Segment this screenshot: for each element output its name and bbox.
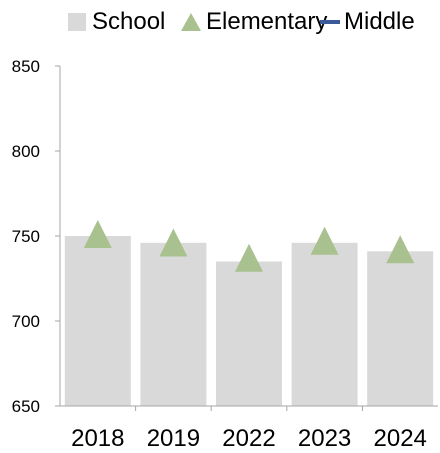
legend-label-school: School bbox=[92, 8, 166, 35]
marker-elementary bbox=[83, 220, 112, 248]
legend-label-middle: Middle bbox=[344, 8, 415, 35]
bar-school bbox=[64, 236, 131, 406]
x-tick-label: 2018 bbox=[71, 425, 124, 452]
marker-elementary bbox=[386, 235, 415, 264]
y-tick-label: 800 bbox=[12, 142, 40, 161]
y-tick-label: 650 bbox=[12, 397, 40, 416]
legend-swatch-school bbox=[68, 13, 86, 31]
chart-legend: School Elementary Middle bbox=[0, 8, 440, 38]
marker-elementary bbox=[159, 228, 188, 257]
bar-school bbox=[140, 242, 207, 406]
legend-line-middle bbox=[320, 20, 340, 24]
marker-elementary bbox=[310, 226, 339, 255]
bar-school bbox=[367, 251, 434, 406]
legend-item-middle: Middle bbox=[320, 8, 415, 36]
x-tick-label: 2022 bbox=[222, 425, 275, 452]
legend-triangle-icon bbox=[181, 13, 201, 31]
x-tick-label: 2019 bbox=[147, 425, 200, 452]
y-tick-label: 850 bbox=[12, 57, 40, 76]
legend-item-school: School bbox=[68, 8, 165, 36]
legend-label-elementary: Elementary bbox=[206, 8, 328, 35]
y-tick-label: 700 bbox=[12, 312, 40, 331]
y-tick-label: 750 bbox=[12, 227, 40, 246]
marker-elementary bbox=[235, 243, 263, 272]
bar-school bbox=[291, 242, 358, 406]
x-tick-label: 2024 bbox=[374, 425, 427, 452]
bar-school bbox=[216, 261, 282, 406]
x-tick-label: 2023 bbox=[298, 425, 351, 452]
legend-item-elementary: Elementary bbox=[180, 8, 327, 36]
